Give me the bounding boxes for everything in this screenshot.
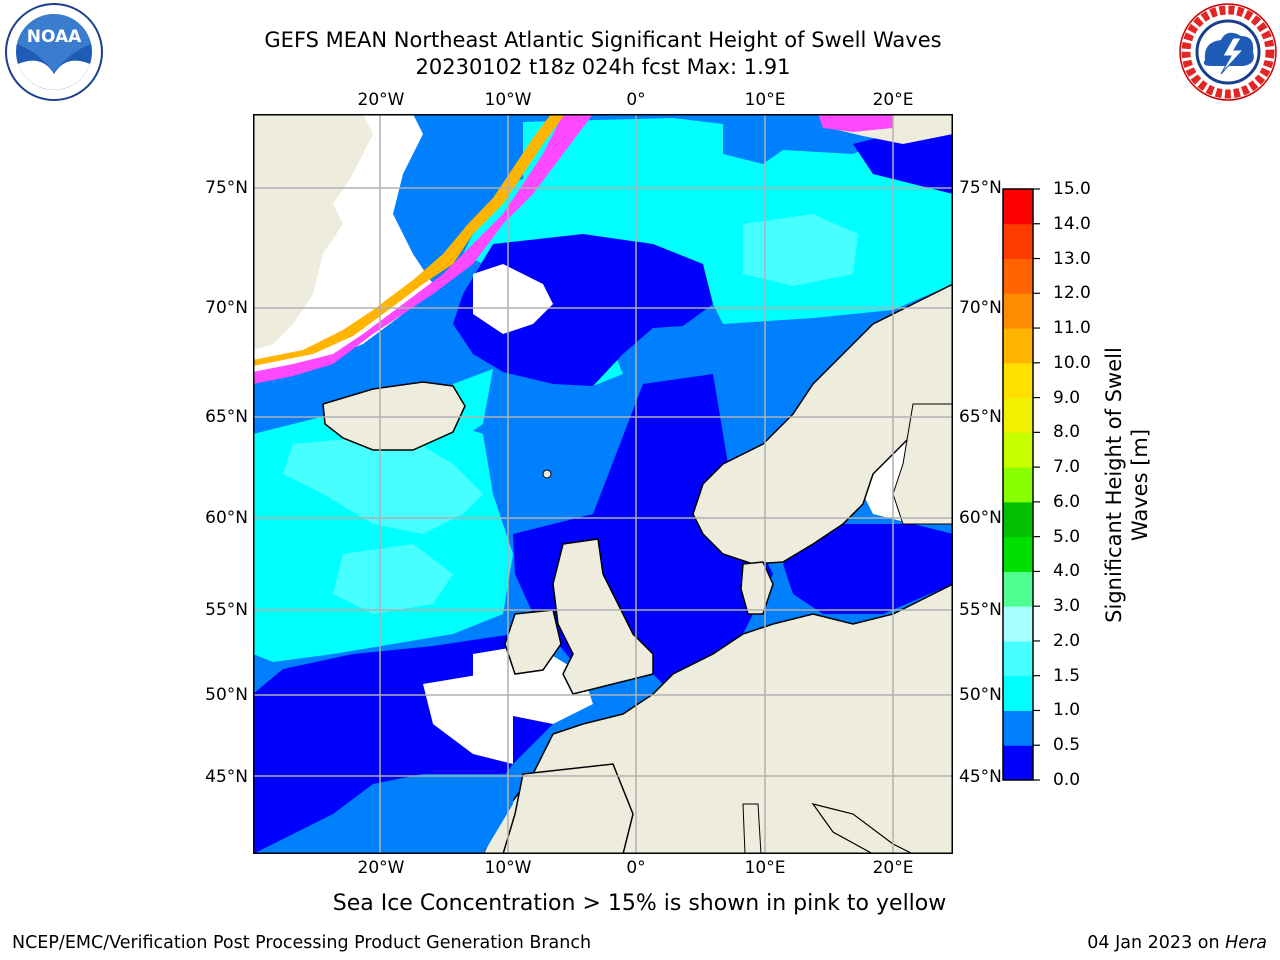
sea-ice-greenland-pink: [253, 114, 593, 384]
land-iberia-peninsula: [502, 763, 634, 854]
colorbar-segment: [1003, 710, 1033, 746]
land-great-britain: [552, 538, 654, 695]
colorbar-segment: [1003, 501, 1033, 538]
colorbar-tick-label: 6.0: [1053, 491, 1081, 512]
national-weather-service-logo-icon: [1179, 3, 1277, 101]
colorbar-tick-label: 15.0: [1053, 179, 1091, 199]
chart-subtitle: 20230102 t18z 024h fcst Max: 1.91: [415, 55, 791, 79]
colorbar-segment: [1003, 189, 1033, 225]
lat-tick-right-55n: 55°N: [959, 600, 1002, 620]
footer-date-text: 04 Jan 2023 on: [1087, 933, 1226, 953]
lat-tick-left-70n: 70°N: [205, 298, 248, 318]
lon-tick-bottom-10e: 10°E: [744, 858, 786, 878]
lat-tick-left-75n: 75°N: [205, 178, 248, 198]
colorbar-segment: [1003, 293, 1033, 329]
colorbar-segment: [1003, 675, 1033, 711]
colorbar-tick-label: 8.0: [1053, 422, 1081, 443]
colorbar-segment: [1003, 571, 1033, 607]
swell-aqua-atlantic-patch: [283, 434, 483, 534]
lat-tick-right-45n: 45°N: [959, 767, 1002, 787]
lat-tick-left-60n: 60°N: [205, 508, 248, 528]
colorbar-tick-label: 12.0: [1053, 283, 1091, 304]
land-finland: [892, 403, 953, 525]
colorbar-tick-label: 0.5: [1053, 735, 1081, 756]
lat-tick-right-75n: 75°N: [959, 178, 1002, 198]
lon-tick-bottom-10w: 10°W: [484, 858, 532, 878]
lat-tick-right-65n: 65°N: [959, 407, 1002, 427]
map-frame: [253, 114, 953, 854]
lat-tick-left-55n: 55°N: [205, 600, 248, 620]
lon-tick-top-0: 0°: [626, 90, 646, 110]
noaa-logo-icon: NOAA: [5, 3, 103, 101]
sea-ice-svalbard: [818, 114, 893, 132]
gridlines: [253, 114, 953, 854]
colorbar-segment: [1003, 606, 1033, 642]
lon-tick-bottom-20e: 20°E: [872, 858, 914, 878]
colorbar: [1002, 188, 1040, 781]
colorbar-segment: [1003, 258, 1033, 294]
lon-tick-top-20w: 20°W: [357, 90, 405, 110]
lon-tick-bottom-0: 0°: [626, 858, 646, 878]
sea-ice-note: Sea Ice Concentration > 15% is shown in …: [332, 891, 947, 916]
colorbar-tick-label: 9.0: [1053, 387, 1081, 408]
colorbar-segment: [1003, 223, 1033, 260]
colorbar-segment: [1003, 640, 1033, 677]
colorbar-tick-label: 1.0: [1053, 700, 1081, 721]
colorbar-tick-label: 13.0: [1053, 248, 1091, 269]
colorbar-segment: [1003, 432, 1033, 468]
colorbar-tick-label: 10.0: [1053, 352, 1091, 373]
colorbar-segment: [1003, 467, 1033, 503]
swell-blue-baltic: [783, 524, 953, 614]
colorbar-label: Significant Height of Swell Waves [m]: [1102, 347, 1152, 623]
lon-tick-top-10w: 10°W: [484, 90, 532, 110]
land-greenland: [253, 114, 373, 350]
swell-height-map: [253, 114, 953, 854]
lon-tick-bottom-20w: 20°W: [357, 858, 405, 878]
colorbar-tick-label: 1.5: [1053, 665, 1081, 686]
no-data-svalbard-gap: [473, 264, 553, 334]
swell-aqua-barents-patch: [743, 214, 858, 286]
colorbar-tick-label: 14.0: [1053, 213, 1091, 234]
colorbar-tick-label: 11.0: [1053, 318, 1091, 339]
colorbar-segment: [1003, 397, 1033, 433]
sea-ice-greenland-yellow: [253, 114, 565, 366]
land-corsica-sardinia: [742, 803, 762, 854]
footer-credit: NCEP/EMC/Verification Post Processing Pr…: [12, 933, 592, 953]
lat-tick-left-50n: 50°N: [205, 685, 248, 705]
no-data-biscay: [423, 674, 513, 764]
lat-tick-left-45n: 45°N: [205, 767, 248, 787]
svg-text:NOAA: NOAA: [27, 27, 82, 47]
land-iceland: [322, 381, 466, 451]
footer-host: Hera: [1225, 933, 1267, 953]
lon-tick-top-10e: 10°E: [744, 90, 786, 110]
colorbar-segment: [1003, 745, 1033, 781]
colorbar-segment: [1003, 536, 1033, 572]
swell-aqua-atlantic-patch-2: [333, 544, 453, 614]
colorbar-tick-label: 7.0: [1053, 457, 1081, 478]
lat-tick-right-50n: 50°N: [959, 685, 1002, 705]
colorbar-segment: [1003, 328, 1033, 364]
colorbar-tick-label: 5.0: [1053, 526, 1081, 547]
colorbar-tick-label: 3.0: [1053, 596, 1081, 617]
colorbar-segment: [1003, 362, 1033, 399]
footer-date: 04 Jan 2023 on Hera: [1087, 933, 1267, 953]
lat-tick-right-60n: 60°N: [959, 508, 1002, 528]
land-scandinavia: [692, 283, 953, 565]
swell-blue-barents-east: [853, 124, 953, 194]
lat-tick-right-70n: 70°N: [959, 298, 1002, 318]
land-iberia: [253, 774, 513, 854]
colorbar-tick-label: 2.0: [1053, 630, 1081, 651]
lon-tick-top-20e: 20°E: [872, 90, 914, 110]
lat-tick-left-65n: 65°N: [205, 407, 248, 427]
colorbar-tick-label: 0.0: [1053, 770, 1081, 790]
land-italy: [811, 803, 914, 854]
chart-title: GEFS MEAN Northeast Atlantic Significant…: [264, 28, 942, 52]
colorbar-tick-label: 4.0: [1053, 561, 1081, 582]
